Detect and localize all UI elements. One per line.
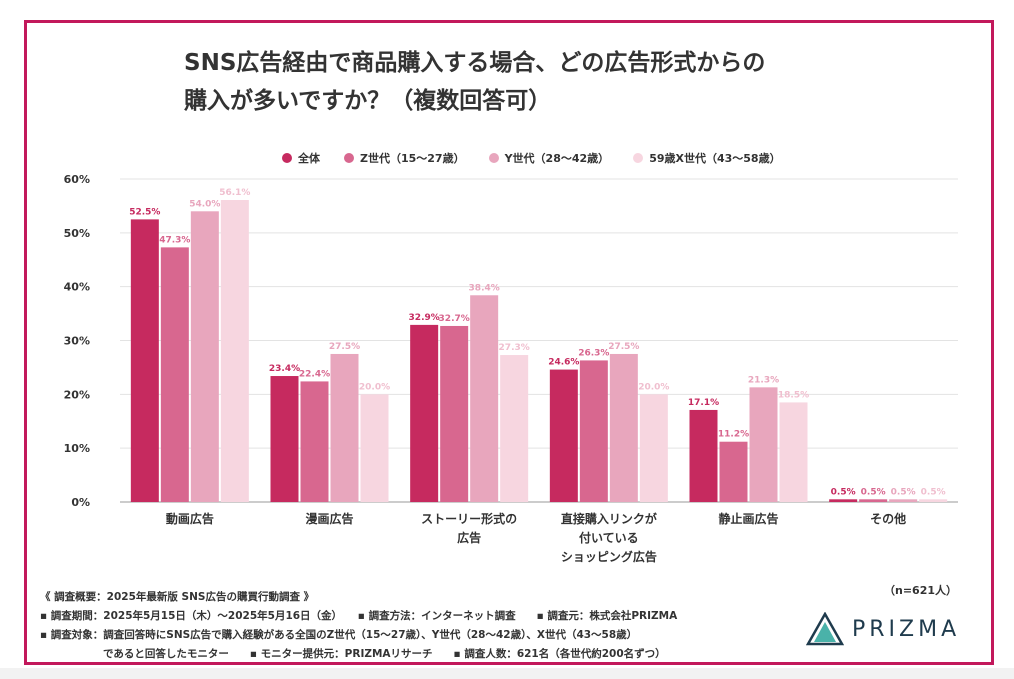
y-tick-label: 10% xyxy=(64,442,90,455)
legend-label-all: 全体 xyxy=(298,152,320,165)
x-category-label: 広告 xyxy=(457,530,481,545)
logo-text: PRIZMA xyxy=(852,616,961,642)
bar-value-label: 20.0% xyxy=(359,382,390,392)
x-category-label: 静止画広告 xyxy=(718,511,778,526)
bar-value-label: 24.6% xyxy=(548,358,579,368)
bar xyxy=(829,499,858,502)
y-tick-label: 0% xyxy=(71,496,90,509)
bar-value-label: 32.9% xyxy=(409,313,440,323)
bar-value-label: 32.7% xyxy=(439,314,470,324)
y-tick-label: 40% xyxy=(64,281,90,294)
bar-value-label: 0.5% xyxy=(861,487,886,497)
x-category-label: ストーリー形式の xyxy=(421,511,517,526)
legend: 全体 Z世代（15〜27歳） Y世代（28〜42歳） 59歳X世代（43〜58歳… xyxy=(282,150,781,166)
bar xyxy=(130,219,159,502)
legend-item-all: 全体 xyxy=(282,150,320,166)
bar-value-label: 21.3% xyxy=(748,375,779,385)
x-category-label: 漫画広告 xyxy=(305,511,353,526)
bar-value-label: 54.0% xyxy=(189,199,220,209)
bar xyxy=(220,199,249,502)
bar xyxy=(190,211,219,503)
bar-value-label: 17.1% xyxy=(688,398,719,408)
legend-dot-gen-y xyxy=(488,153,499,163)
bar-value-label: 56.1% xyxy=(219,188,250,198)
bar xyxy=(500,355,529,502)
bar xyxy=(889,499,918,502)
bar xyxy=(330,353,359,502)
bar xyxy=(919,499,948,502)
notes-heading: 《 調査概要：2025年最新版 SNS広告の購買行動調査 》 xyxy=(40,591,315,603)
x-category-label: 付いている xyxy=(579,530,639,545)
legend-item-gen-y: Y世代（28〜42歳） xyxy=(488,150,610,166)
bar xyxy=(689,409,718,502)
y-tick-label: 20% xyxy=(64,388,90,401)
bar-value-label: 52.5% xyxy=(129,207,160,217)
title-line-1: SNS広告経由で商品購入する場合、どの広告形式からの xyxy=(184,50,766,76)
legend-dot-gen-x xyxy=(633,153,644,163)
legend-item-gen-x: 59歳X世代（43〜58歳） xyxy=(633,150,781,166)
x-category-label: その他 xyxy=(870,511,906,526)
bar xyxy=(609,353,638,502)
bar-value-label: 27.3% xyxy=(499,343,530,353)
legend-label-gen-x: 59歳X世代（43〜58歳） xyxy=(649,152,781,165)
bar-value-label: 11.2% xyxy=(718,430,749,440)
prizma-logo-mark-icon xyxy=(806,612,844,646)
bar xyxy=(270,376,299,502)
legend-label-gen-z: Z世代（15〜27歳） xyxy=(360,152,465,165)
sample-size-label: （n=621人） xyxy=(884,584,958,597)
bar-value-label: 27.5% xyxy=(608,342,639,352)
legend-dot-all xyxy=(282,153,292,163)
bar-value-label: 23.4% xyxy=(269,364,300,374)
bar-value-label: 38.4% xyxy=(469,283,500,293)
survey-notes: 《 調査概要：2025年最新版 SNS広告の購買行動調査 》 ▪ 調査期間：20… xyxy=(40,588,677,664)
bottom-strip xyxy=(0,668,1014,679)
x-category-label: 直接購入リンクが xyxy=(561,511,657,526)
bar xyxy=(410,324,439,502)
legend-item-gen-z: Z世代（15〜27歳） xyxy=(344,150,465,166)
legend-dot-gen-z xyxy=(344,153,354,163)
bar xyxy=(549,369,578,502)
bar-value-label: 22.4% xyxy=(299,369,330,379)
bar xyxy=(639,394,668,502)
prizma-logo: PRIZMA xyxy=(806,612,960,646)
bar xyxy=(440,325,469,502)
bar xyxy=(779,402,808,502)
bar xyxy=(579,360,608,502)
y-tick-label: 50% xyxy=(64,227,90,240)
bar-value-label: 26.3% xyxy=(578,348,609,358)
x-category-label: ショッピング広告 xyxy=(561,549,657,564)
bar xyxy=(749,387,778,502)
x-category-label: 動画広告 xyxy=(166,511,214,526)
notes-line-period: ▪ 調査期間：2025年5月15日（木）〜2025年5月16日（金） ▪ 調査方… xyxy=(40,610,678,622)
bar-value-label: 18.5% xyxy=(778,390,809,400)
bar xyxy=(160,247,189,502)
title-line-2: 購入が多いですか？（複数回答可） xyxy=(184,88,552,114)
legend-label-gen-y: Y世代（28〜42歳） xyxy=(504,152,610,165)
notes-line-target-cont: であると回答したモニター ▪ モニター提供元：PRIZMAリサーチ ▪ 調査人数… xyxy=(40,648,666,660)
bar xyxy=(300,381,329,502)
bar-value-label: 27.5% xyxy=(329,342,360,352)
bar-value-label: 0.5% xyxy=(921,487,946,497)
bar-value-label: 0.5% xyxy=(831,487,856,497)
notes-line-target: ▪ 調査対象：調査回答時にSNS広告で購入経験がある全国のZ世代（15〜27歳）… xyxy=(40,629,638,641)
bar xyxy=(470,295,499,502)
bar xyxy=(859,499,888,502)
bar-value-label: 47.3% xyxy=(159,235,190,245)
y-tick-label: 60% xyxy=(64,173,90,186)
y-tick-label: 30% xyxy=(64,335,90,348)
bar xyxy=(719,441,748,502)
bar-value-label: 20.0% xyxy=(638,382,669,392)
bar xyxy=(360,394,389,502)
bar-value-label: 0.5% xyxy=(891,487,916,497)
chart-title: SNS広告経由で商品購入する場合、どの広告形式からの 購入が多いですか？（複数回… xyxy=(184,44,884,120)
